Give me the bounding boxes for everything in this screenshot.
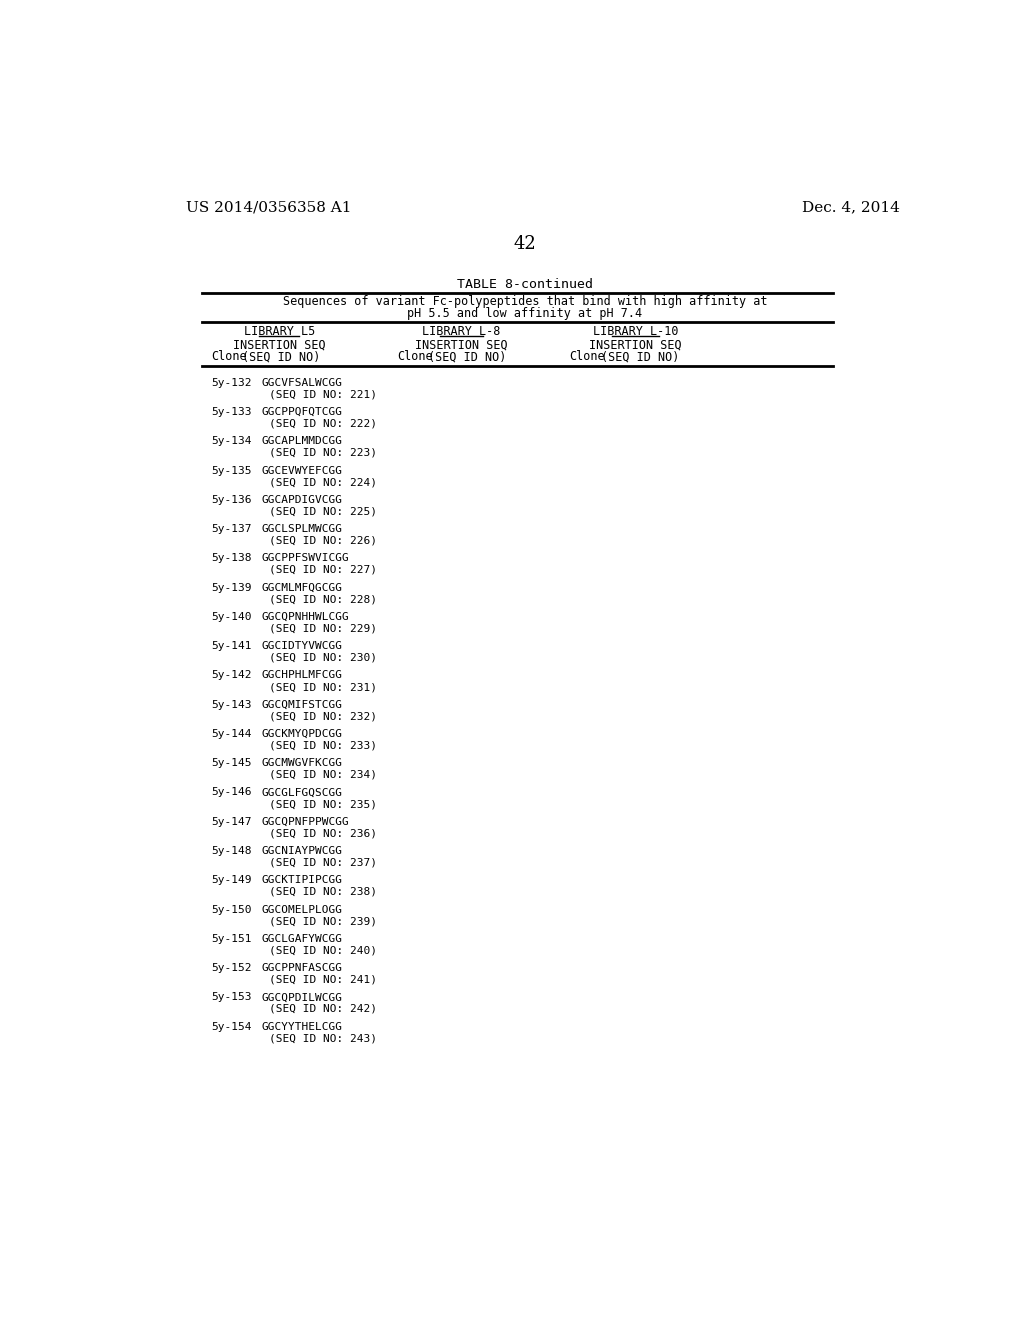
Text: (SEQ ID NO: 237): (SEQ ID NO: 237) bbox=[269, 858, 377, 867]
Text: 5y-148: 5y-148 bbox=[211, 846, 252, 855]
Text: (SEQ ID NO: 238): (SEQ ID NO: 238) bbox=[269, 887, 377, 896]
Text: 5y-135: 5y-135 bbox=[211, 466, 252, 475]
Text: GGCVFSALWCGG: GGCVFSALWCGG bbox=[261, 378, 342, 388]
Text: INSERTION SEQ: INSERTION SEQ bbox=[232, 339, 326, 351]
Text: (SEQ ID NO: 222): (SEQ ID NO: 222) bbox=[269, 418, 377, 429]
Text: Clone: Clone bbox=[397, 350, 432, 363]
Text: 5y-136: 5y-136 bbox=[211, 495, 252, 504]
Text: 5y-134: 5y-134 bbox=[211, 437, 252, 446]
Text: 5y-140: 5y-140 bbox=[211, 612, 252, 622]
Text: 5y-143: 5y-143 bbox=[211, 700, 252, 710]
Text: (SEQ ID NO: 243): (SEQ ID NO: 243) bbox=[269, 1034, 377, 1043]
Text: GGCNIAYPWCGG: GGCNIAYPWCGG bbox=[261, 846, 342, 855]
Text: GGCMWGVFKCGG: GGCMWGVFKCGG bbox=[261, 758, 342, 768]
Text: pH 5.5 and low affinity at pH 7.4: pH 5.5 and low affinity at pH 7.4 bbox=[408, 308, 642, 319]
Text: (SEQ ID NO: 234): (SEQ ID NO: 234) bbox=[269, 770, 377, 780]
Text: (SEQ ID NO: 223): (SEQ ID NO: 223) bbox=[269, 447, 377, 458]
Text: GGCQPDILWCGG: GGCQPDILWCGG bbox=[261, 993, 342, 1002]
Text: 5y-147: 5y-147 bbox=[211, 817, 252, 826]
Text: LIBRARY L5: LIBRARY L5 bbox=[244, 325, 314, 338]
Text: (SEQ ID NO: 235): (SEQ ID NO: 235) bbox=[269, 799, 377, 809]
Text: (SEQ ID NO: 241): (SEQ ID NO: 241) bbox=[269, 974, 377, 985]
Text: GGCLGAFYWCGG: GGCLGAFYWCGG bbox=[261, 933, 342, 944]
Text: GGCMLMFQGCGG: GGCMLMFQGCGG bbox=[261, 582, 342, 593]
Text: 5y-154: 5y-154 bbox=[211, 1022, 252, 1031]
Text: (SEQ ID NO: 231): (SEQ ID NO: 231) bbox=[269, 682, 377, 692]
Text: 5y-137: 5y-137 bbox=[211, 524, 252, 535]
Text: GGCAPLMMDCGG: GGCAPLMMDCGG bbox=[261, 437, 342, 446]
Text: GGCGLFGQSCGG: GGCGLFGQSCGG bbox=[261, 788, 342, 797]
Text: LIBRARY L-10: LIBRARY L-10 bbox=[593, 325, 678, 338]
Text: LIBRARY L-8: LIBRARY L-8 bbox=[422, 325, 501, 338]
Text: (SEQ ID NO): (SEQ ID NO) bbox=[428, 350, 506, 363]
Text: (SEQ ID NO: 240): (SEQ ID NO: 240) bbox=[269, 945, 377, 956]
Text: (SEQ ID NO: 228): (SEQ ID NO: 228) bbox=[269, 594, 377, 605]
Text: 5y-133: 5y-133 bbox=[211, 407, 252, 417]
Text: (SEQ ID NO: 227): (SEQ ID NO: 227) bbox=[269, 565, 377, 576]
Text: GGCAPDIGVCGG: GGCAPDIGVCGG bbox=[261, 495, 342, 504]
Text: Sequences of variant Fc-polypeptides that bind with high affinity at: Sequences of variant Fc-polypeptides tha… bbox=[283, 296, 767, 309]
Text: (SEQ ID NO: 230): (SEQ ID NO: 230) bbox=[269, 653, 377, 663]
Text: GGCKTIPIPCGG: GGCKTIPIPCGG bbox=[261, 875, 342, 886]
Text: (SEQ ID NO: 233): (SEQ ID NO: 233) bbox=[269, 741, 377, 751]
Text: 5y-152: 5y-152 bbox=[211, 964, 252, 973]
Text: 5y-132: 5y-132 bbox=[211, 378, 252, 388]
Text: Clone: Clone bbox=[211, 350, 247, 363]
Text: (SEQ ID NO: 225): (SEQ ID NO: 225) bbox=[269, 507, 377, 516]
Text: GGCOMELPLOGG: GGCOMELPLOGG bbox=[261, 904, 342, 915]
Text: (SEQ ID NO: 242): (SEQ ID NO: 242) bbox=[269, 1003, 377, 1014]
Text: GGCPPFSWVICGG: GGCPPFSWVICGG bbox=[261, 553, 349, 564]
Text: (SEQ ID NO: 221): (SEQ ID NO: 221) bbox=[269, 389, 377, 400]
Text: 42: 42 bbox=[513, 235, 537, 253]
Text: (SEQ ID NO: 236): (SEQ ID NO: 236) bbox=[269, 829, 377, 838]
Text: 5y-138: 5y-138 bbox=[211, 553, 252, 564]
Text: INSERTION SEQ: INSERTION SEQ bbox=[415, 339, 508, 351]
Text: 5y-141: 5y-141 bbox=[211, 642, 252, 651]
Text: (SEQ ID NO: 239): (SEQ ID NO: 239) bbox=[269, 916, 377, 927]
Text: GGCQPNHHWLCGG: GGCQPNHHWLCGG bbox=[261, 612, 349, 622]
Text: GGCKMYQPDCGG: GGCKMYQPDCGG bbox=[261, 729, 342, 739]
Text: 5y-153: 5y-153 bbox=[211, 993, 252, 1002]
Text: GGCEVWYEFCGG: GGCEVWYEFCGG bbox=[261, 466, 342, 475]
Text: 5y-146: 5y-146 bbox=[211, 788, 252, 797]
Text: (SEQ ID NO: 232): (SEQ ID NO: 232) bbox=[269, 711, 377, 721]
Text: GGCHPHLMFCGG: GGCHPHLMFCGG bbox=[261, 671, 342, 680]
Text: GGCQPNFPPWCGG: GGCQPNFPPWCGG bbox=[261, 817, 349, 826]
Text: GGCQMIFSTCGG: GGCQMIFSTCGG bbox=[261, 700, 342, 710]
Text: INSERTION SEQ: INSERTION SEQ bbox=[590, 339, 682, 351]
Text: GGCPPQFQTCGG: GGCPPQFQTCGG bbox=[261, 407, 342, 417]
Text: (SEQ ID NO): (SEQ ID NO) bbox=[601, 350, 679, 363]
Text: US 2014/0356358 A1: US 2014/0356358 A1 bbox=[186, 201, 351, 215]
Text: 5y-150: 5y-150 bbox=[211, 904, 252, 915]
Text: 5y-151: 5y-151 bbox=[211, 933, 252, 944]
Text: 5y-142: 5y-142 bbox=[211, 671, 252, 680]
Text: Clone: Clone bbox=[569, 350, 605, 363]
Text: 5y-144: 5y-144 bbox=[211, 729, 252, 739]
Text: GGCPPNFASCGG: GGCPPNFASCGG bbox=[261, 964, 342, 973]
Text: (SEQ ID NO: 226): (SEQ ID NO: 226) bbox=[269, 536, 377, 545]
Text: TABLE 8-continued: TABLE 8-continued bbox=[457, 277, 593, 290]
Text: GGCIDTYVWCGG: GGCIDTYVWCGG bbox=[261, 642, 342, 651]
Text: GGCLSPLMWCGG: GGCLSPLMWCGG bbox=[261, 524, 342, 535]
Text: (SEQ ID NO: 229): (SEQ ID NO: 229) bbox=[269, 623, 377, 634]
Text: (SEQ ID NO): (SEQ ID NO) bbox=[242, 350, 321, 363]
Text: Dec. 4, 2014: Dec. 4, 2014 bbox=[802, 201, 900, 215]
Text: 5y-149: 5y-149 bbox=[211, 875, 252, 886]
Text: GGCYYTHELCGG: GGCYYTHELCGG bbox=[261, 1022, 342, 1031]
Text: (SEQ ID NO: 224): (SEQ ID NO: 224) bbox=[269, 478, 377, 487]
Text: 5y-145: 5y-145 bbox=[211, 758, 252, 768]
Text: 5y-139: 5y-139 bbox=[211, 582, 252, 593]
